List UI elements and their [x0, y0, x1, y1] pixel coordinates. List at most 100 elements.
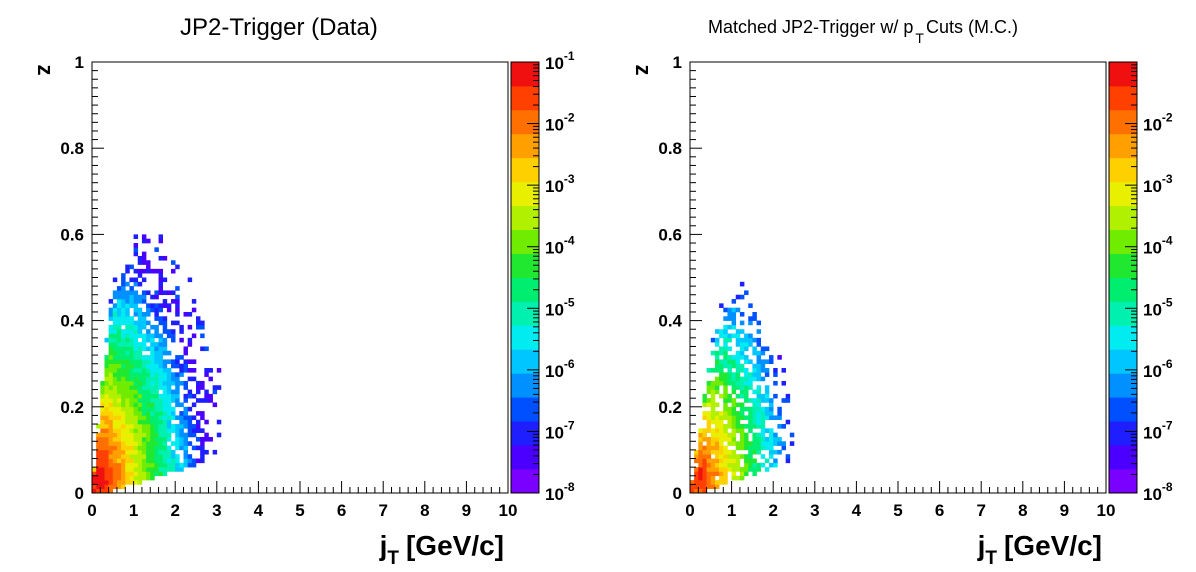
heatmap-cell [200, 428, 205, 433]
heatmap-cell [739, 342, 745, 347]
heatmap-cell [150, 398, 155, 403]
heatmap-cell [108, 324, 114, 330]
heatmap-cell [731, 441, 737, 446]
heatmap-cell [171, 406, 176, 412]
heatmap-cell [756, 432, 762, 438]
heatmap-cell [744, 337, 749, 343]
heatmap-cell [710, 406, 716, 412]
heatmap-cell [146, 432, 151, 438]
color-bar-tick-label: 10-4 [545, 234, 575, 258]
heatmap-cell [121, 337, 126, 343]
heatmap-cell [121, 419, 126, 425]
heatmap-cell [714, 380, 720, 386]
heatmap-cell [756, 406, 762, 412]
heatmap-cell [141, 260, 147, 265]
heatmap-cell [789, 441, 795, 446]
heatmap-cell [96, 449, 101, 455]
x-tick-label: 6 [935, 501, 944, 520]
heatmap-cell [121, 380, 126, 386]
heatmap-cell [154, 441, 159, 446]
heatmap-cell [739, 475, 745, 481]
x-tick-label: 6 [337, 501, 346, 520]
heatmap-cell [146, 441, 151, 446]
heatmap-cell [133, 393, 139, 399]
heatmap-cell [191, 428, 197, 433]
heatmap-cell [121, 475, 126, 481]
heatmap-cell [129, 320, 134, 326]
heatmap-cell [121, 277, 126, 283]
heatmap-cell [760, 441, 766, 446]
heatmap-cell [175, 462, 180, 468]
x-axis: 0 1 2 3 4 5 6 7 8 9 10 [685, 481, 1115, 520]
heatmap-cell [752, 363, 757, 369]
heatmap-cell [133, 445, 139, 451]
heatmap-cell [121, 393, 126, 399]
color-bar-segment [511, 421, 539, 446]
heatmap-cell [171, 398, 176, 403]
heatmap-cell [702, 393, 707, 399]
heatmap-cell [158, 286, 164, 291]
heatmap-cell [175, 428, 180, 433]
heatmap-cell [154, 329, 159, 334]
heatmap-cell [146, 398, 151, 403]
heatmap-cell [710, 389, 716, 395]
heatmap-cell [175, 441, 180, 446]
heatmap-cell [748, 316, 753, 321]
heatmap-cell [752, 419, 757, 425]
heatmap-cell [694, 488, 699, 494]
color-bar-segment [1109, 109, 1137, 135]
heatmap-cell [133, 441, 139, 446]
heatmap-cell [100, 436, 105, 442]
heatmap-cell [212, 449, 218, 455]
heatmap-cell [706, 424, 712, 429]
heatmap-cell [125, 376, 130, 382]
heatmap-cell [96, 424, 101, 429]
heatmap-cell [129, 436, 134, 442]
heatmap-cell [175, 445, 180, 451]
heatmap-cell [719, 393, 724, 399]
heatmap-cell [744, 346, 749, 352]
y-tick-label: 0.4 [658, 312, 682, 331]
x-tick-label: 3 [810, 501, 819, 520]
heatmap-cell [150, 445, 155, 451]
heatmap-cells [690, 281, 795, 494]
heatmap-cell [727, 432, 732, 438]
heatmap-cell [125, 436, 130, 442]
heatmap-cell [756, 372, 762, 377]
heatmap-cell [735, 294, 741, 300]
color-bar-segment [1109, 421, 1137, 446]
heatmap-cell [702, 449, 707, 455]
heatmap-cell [133, 363, 139, 369]
heatmap-cell [104, 411, 109, 416]
heatmap-cell [183, 398, 188, 403]
heatmap-cell [183, 445, 188, 451]
y-tick-label: 0.8 [658, 139, 682, 158]
heatmap-cell [735, 355, 741, 360]
heatmap-cell [187, 376, 193, 382]
heatmap-cell [752, 458, 757, 464]
heatmap-cell [191, 333, 197, 339]
heatmap-cell [166, 462, 172, 468]
heatmap-cell [191, 376, 197, 382]
heatmap-cell [112, 389, 118, 395]
heatmap-cell [137, 393, 143, 399]
heatmap-cell [133, 303, 139, 308]
heatmap-cell [694, 467, 699, 472]
heatmap-cell [710, 471, 716, 477]
heatmap-cell [158, 445, 164, 451]
heatmap-cell [756, 350, 762, 356]
heatmap-cell [748, 419, 753, 425]
heatmap-cell [710, 480, 716, 485]
heatmap-cell [150, 424, 155, 429]
heatmap-cell [171, 411, 176, 416]
y-tick-label: 0 [673, 484, 682, 503]
heatmap-cell [735, 307, 741, 313]
heatmap-cell [748, 303, 753, 308]
heatmap-cell [133, 307, 139, 313]
color-bar-tick-label: 10-7 [1143, 418, 1173, 442]
heatmap-cell [96, 467, 101, 472]
heatmap-cell [706, 475, 712, 481]
heatmap-cell [133, 406, 139, 412]
heatmap-cell [789, 432, 795, 438]
heatmap-cell [752, 389, 757, 395]
